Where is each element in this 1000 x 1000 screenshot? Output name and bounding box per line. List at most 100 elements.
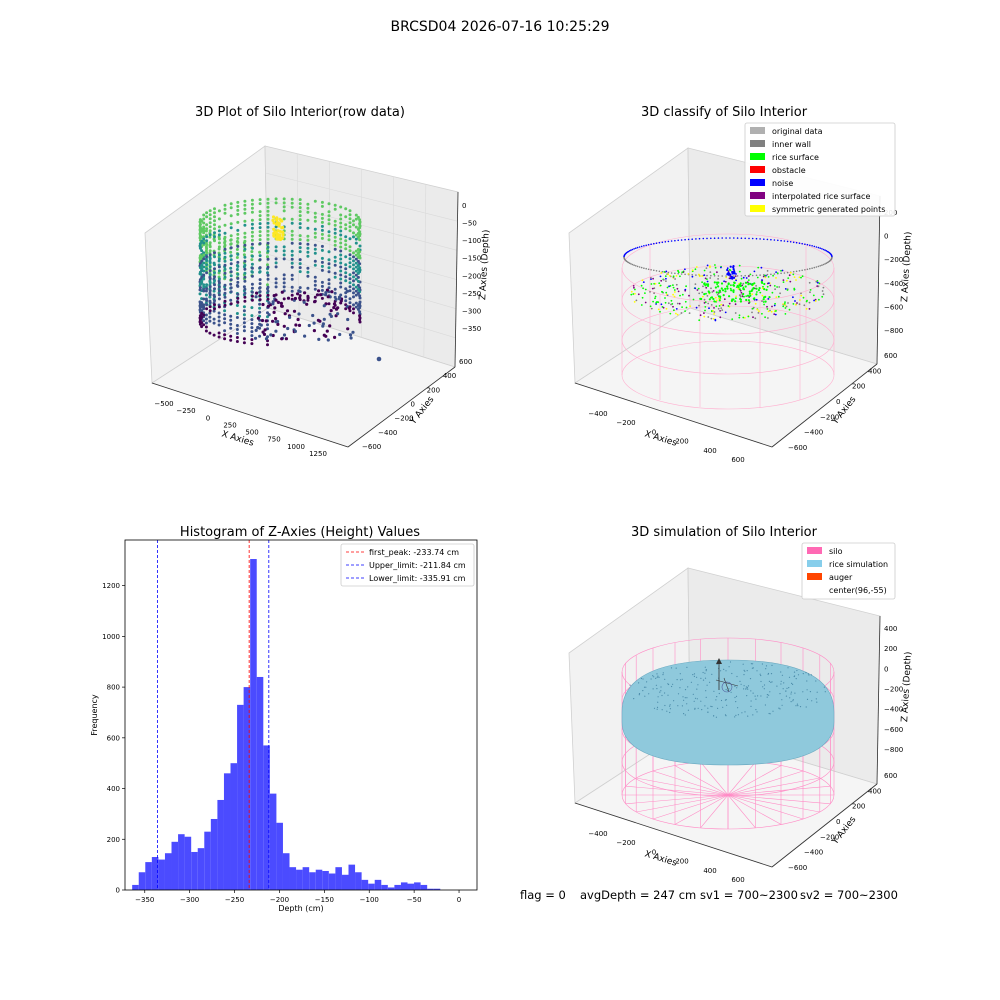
raw-point [223,207,227,211]
classify-point [809,291,811,294]
classify-point [749,273,752,276]
classify-point [737,286,740,289]
classify-point [703,298,706,301]
classify-legend-label: original data [772,127,823,136]
raw-point [358,222,362,226]
histogram-y-tick-label: 800 [107,684,120,692]
raw-point [285,309,290,313]
classify-point [715,291,718,294]
raw-point [266,297,270,301]
raw-point [258,258,262,262]
raw-point [202,237,206,241]
raw-point [258,242,262,246]
raw-point [217,285,221,289]
classify-point [819,247,821,249]
rice-sim-point [745,686,748,688]
classify-point [720,307,723,309]
rice-sim-point [795,705,797,707]
classify-point [813,299,815,302]
raw-point [266,265,270,269]
raw-point [333,335,337,339]
classify-point [776,272,779,275]
histogram-bar [217,799,224,890]
raw-point [223,291,227,295]
rice-sim-point [646,681,648,683]
raw-point [348,257,352,261]
classify-point [774,313,777,316]
classify-point [678,302,681,305]
classify-point [773,310,776,312]
raw-point [320,244,324,248]
raw-point [202,265,206,269]
raw-point [236,260,240,264]
histogram-bar [204,831,211,890]
raw-point [344,267,348,271]
raw-point [258,302,262,306]
classify-point [733,275,735,277]
raw-point [217,257,221,261]
classify-point [675,308,678,310]
raw-point [306,226,310,230]
classify-point [732,265,735,268]
classify-point [672,284,674,286]
histogram-y-tick-label: 400 [107,785,120,793]
classify-point [688,294,690,297]
classify-point [729,269,732,272]
rice-sim-point [667,683,669,685]
raw-point [242,337,246,341]
raw-point [356,247,360,251]
raw-point [306,298,310,302]
classify-point [635,265,637,267]
classify-point [710,237,712,240]
raw-point [274,249,278,253]
classify-point [769,309,771,312]
raw-point [348,221,352,225]
classify-point [766,238,769,241]
classify-point [806,243,809,246]
rice-sim-point [725,670,727,672]
raw-point [271,215,276,219]
simulation-z-tick-label: −800 [884,746,903,754]
raw-point [200,325,204,329]
classify-point [757,266,760,269]
classify-point [695,274,697,276]
rice-sim-point [692,674,694,676]
classify-point [792,296,794,299]
rice-sim-point [655,684,658,686]
classify-point-cloud [623,237,833,322]
raw-point [205,243,209,247]
raw-point [313,247,317,251]
rice-sim-point [666,710,668,712]
rice-sim-point [742,663,744,665]
raw-point [333,255,337,259]
raw-point [319,293,323,297]
rice-sim-point [681,705,684,707]
raw-point [208,217,212,221]
classify-point [778,286,781,288]
histogram-bar [368,883,375,890]
raw-point [250,334,254,338]
raw-point [333,243,337,247]
classify-x-axis-label: X Axies [643,429,678,448]
raw-point [313,243,317,247]
classify-point [706,237,708,240]
histogram-bar [394,884,401,890]
rice-sim-point [664,692,666,694]
classify-point [734,275,737,277]
rice-sim-point [744,670,746,672]
raw-point [229,246,233,250]
rice-sim-point [792,683,794,686]
raw-point [282,324,286,328]
rice-sim-point [782,688,784,690]
raw-point [243,259,247,263]
classify-point [694,283,697,285]
raw-x-tick-label: 250 [223,421,236,429]
classify-point [713,307,715,309]
classify-point [707,316,710,318]
classify-point [664,241,667,243]
raw-point [242,253,246,257]
classify-point [675,283,678,286]
raw-point [348,301,352,305]
